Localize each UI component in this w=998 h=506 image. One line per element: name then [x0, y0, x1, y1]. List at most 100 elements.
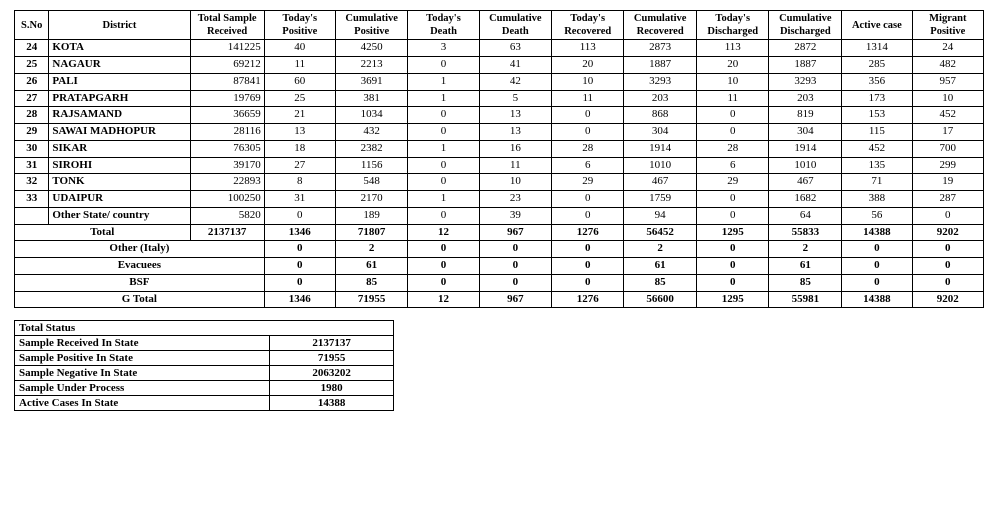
- cell-mp: 452: [912, 107, 983, 124]
- cell-tdis: 0: [696, 258, 769, 275]
- cell-tr: 0: [552, 241, 624, 258]
- cell-cd: 0: [479, 241, 552, 258]
- status-value: 71955: [270, 351, 394, 366]
- cell-mp: 10: [912, 90, 983, 107]
- cell-sno: 28: [15, 107, 49, 124]
- cell-tdis: 0: [696, 207, 769, 224]
- cell-cp: 548: [335, 174, 408, 191]
- cell-tr: 113: [552, 40, 624, 57]
- cell-sno: 33: [15, 191, 49, 208]
- status-row: Sample Positive In State71955: [15, 351, 394, 366]
- cell-tr: 1276: [552, 224, 624, 241]
- cell-mp: 287: [912, 191, 983, 208]
- status-row: Sample Negative In State2063202: [15, 366, 394, 381]
- status-row: Sample Received In State2137137: [15, 336, 394, 351]
- table-row: 32TONK22893854801029467294677119: [15, 174, 984, 191]
- cell-tp: 11: [264, 57, 335, 74]
- cell-tp: 0: [264, 207, 335, 224]
- cell-cdis: 467: [769, 174, 842, 191]
- table-row: 30SIKAR76305182382116281914281914452700: [15, 140, 984, 157]
- col-cdis: Cumulative Discharged: [769, 11, 842, 40]
- cell-tdis: 1295: [696, 291, 769, 308]
- cell-cd: 16: [479, 140, 552, 157]
- cell-sno: 27: [15, 90, 49, 107]
- cell-tp: 1346: [264, 224, 335, 241]
- cell-ac: 0: [842, 274, 912, 291]
- cell-td: 1: [408, 90, 479, 107]
- cell-td: 0: [408, 107, 479, 124]
- cell-tp: 60: [264, 73, 335, 90]
- status-value: 2137137: [270, 336, 394, 351]
- cell-tdis: 11: [696, 90, 769, 107]
- cell-tp: 21: [264, 107, 335, 124]
- cell-td: 0: [408, 174, 479, 191]
- table-row: Other State/ country58200189039094064560: [15, 207, 984, 224]
- cell-tr: 6: [552, 157, 624, 174]
- cell-mp: 17: [912, 124, 983, 141]
- cell-cp: 61: [335, 258, 408, 275]
- cell-tdis: 0: [696, 107, 769, 124]
- cell-cdis: 819: [769, 107, 842, 124]
- cell-cr: 304: [624, 124, 697, 141]
- cell-tsr: 2137137: [190, 224, 264, 241]
- cell-cp: 1034: [335, 107, 408, 124]
- district-data-table: S.No District Total Sample Received Toda…: [14, 10, 984, 308]
- cell-ac: 135: [842, 157, 912, 174]
- cell-mp: 0: [912, 258, 983, 275]
- cell-cp: 2170: [335, 191, 408, 208]
- status-label: Sample Received In State: [15, 336, 270, 351]
- summary-label: Evacuees: [15, 258, 265, 275]
- cell-cr: 56600: [624, 291, 697, 308]
- cell-cd: 41: [479, 57, 552, 74]
- cell-mp: 9202: [912, 291, 983, 308]
- cell-cd: 10: [479, 174, 552, 191]
- cell-cp: 71807: [335, 224, 408, 241]
- cell-mp: 0: [912, 274, 983, 291]
- cell-tp: 1346: [264, 291, 335, 308]
- cell-district: PALI: [49, 73, 190, 90]
- cell-district: KOTA: [49, 40, 190, 57]
- col-cr: Cumulative Recovered: [624, 11, 697, 40]
- status-value: 1980: [270, 381, 394, 396]
- cell-ac: 388: [842, 191, 912, 208]
- summary-row: Total21371371346718071296712765645212955…: [15, 224, 984, 241]
- cell-district: UDAIPUR: [49, 191, 190, 208]
- col-tdis: Today's Discharged: [696, 11, 769, 40]
- cell-district: Other State/ country: [49, 207, 190, 224]
- cell-cd: 967: [479, 291, 552, 308]
- cell-cd: 0: [479, 274, 552, 291]
- cell-mp: 700: [912, 140, 983, 157]
- cell-cdis: 55981: [769, 291, 842, 308]
- cell-cr: 868: [624, 107, 697, 124]
- cell-tsr: 19769: [190, 90, 264, 107]
- cell-cd: 63: [479, 40, 552, 57]
- cell-cdis: 55833: [769, 224, 842, 241]
- status-label: Active Cases In State: [15, 396, 270, 411]
- cell-district: NAGAUR: [49, 57, 190, 74]
- cell-cp: 381: [335, 90, 408, 107]
- status-label: Sample Negative In State: [15, 366, 270, 381]
- cell-tdis: 0: [696, 191, 769, 208]
- cell-cr: 2873: [624, 40, 697, 57]
- cell-tdis: 10: [696, 73, 769, 90]
- cell-td: 1: [408, 140, 479, 157]
- cell-cd: 5: [479, 90, 552, 107]
- cell-district: SAWAI MADHOPUR: [49, 124, 190, 141]
- cell-sno: 24: [15, 40, 49, 57]
- summary-row: G Total134671955129671276566001295559811…: [15, 291, 984, 308]
- cell-cdis: 304: [769, 124, 842, 141]
- table-row: 26PALI87841603691142103293103293356957: [15, 73, 984, 90]
- cell-district: TONK: [49, 174, 190, 191]
- cell-district: SIKAR: [49, 140, 190, 157]
- cell-sno: 32: [15, 174, 49, 191]
- cell-cr: 2: [624, 241, 697, 258]
- cell-mp: 0: [912, 241, 983, 258]
- cell-cd: 13: [479, 124, 552, 141]
- table-row: 27PRATAPGARH197692538115112031120317310: [15, 90, 984, 107]
- cell-tdis: 0: [696, 241, 769, 258]
- cell-cdis: 1682: [769, 191, 842, 208]
- summary-label: Total: [15, 224, 191, 241]
- cell-tdis: 6: [696, 157, 769, 174]
- cell-tp: 0: [264, 258, 335, 275]
- cell-district: SIROHI: [49, 157, 190, 174]
